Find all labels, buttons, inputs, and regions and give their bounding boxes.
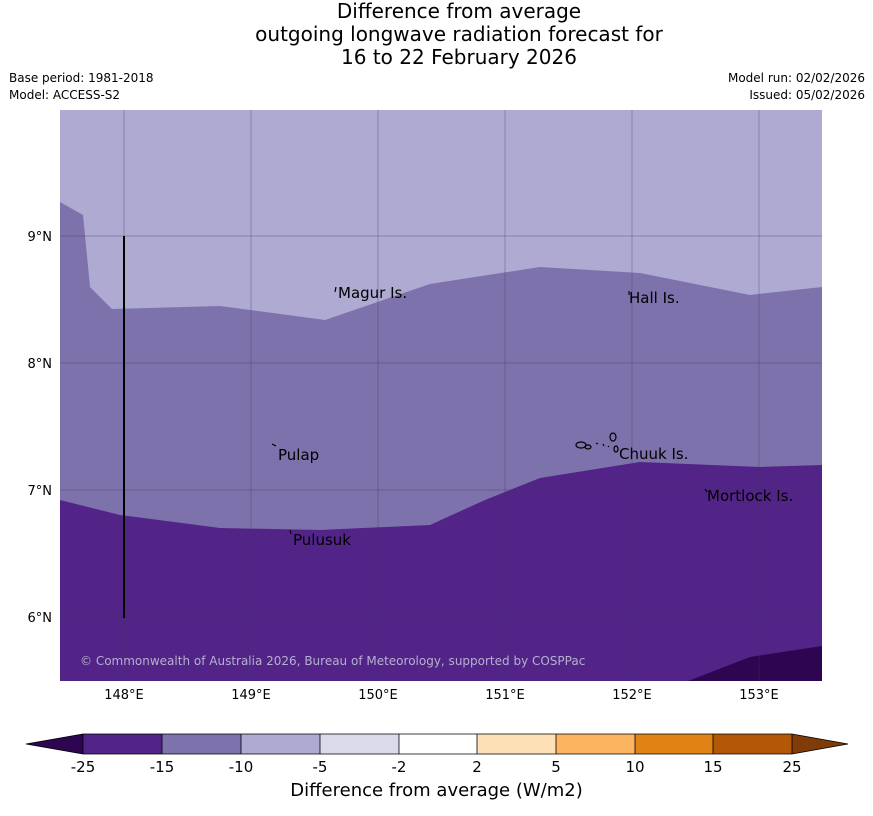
colorbar-segment-minus25 bbox=[83, 734, 162, 754]
lat-label-6n: 6°N bbox=[28, 611, 53, 626]
model-run: Model run: 02/02/2026 bbox=[727, 71, 865, 85]
colorbar-tick-25: 25 bbox=[782, 758, 801, 776]
lon-label-150e: 150°E bbox=[358, 688, 398, 703]
colorbar-segment-5 bbox=[556, 734, 635, 754]
label-chuuk: Chuuk Is. bbox=[619, 445, 688, 463]
colorbar: -25 -15 -10 -5 -2 2 5 10 15 25 bbox=[25, 733, 849, 776]
issued-date: Issued: 05/02/2026 bbox=[749, 88, 865, 102]
colorbar-tick-minus25: -25 bbox=[71, 758, 96, 776]
colorbar-segment-2 bbox=[477, 734, 556, 754]
lat-label-8n: 8°N bbox=[28, 357, 53, 372]
colorbar-segment-15 bbox=[713, 734, 792, 754]
copyright-notice: © Commonwealth of Australia 2026, Bureau… bbox=[80, 654, 585, 668]
lat-label-7n: 7°N bbox=[28, 484, 53, 499]
colorbar-tick-minus5: -5 bbox=[313, 758, 328, 776]
meta-left: Base period: 1981-2018 Model: ACCESS-S2 bbox=[9, 70, 154, 104]
graticule bbox=[60, 110, 822, 681]
island-chuuk-lagoon bbox=[575, 432, 619, 453]
lon-label-151e: 151°E bbox=[485, 688, 525, 703]
colorbar-tick-10: 10 bbox=[625, 758, 644, 776]
colorbar-arrow-high bbox=[792, 734, 848, 754]
label-pulusuk: Pulusuk bbox=[293, 531, 351, 549]
colorbar-segment-minus15 bbox=[162, 734, 241, 754]
base-period: Base period: 1981-2018 bbox=[9, 71, 154, 85]
lon-label-152e: 152°E bbox=[612, 688, 652, 703]
label-hall: Hall Is. bbox=[629, 289, 680, 307]
colorbar-tick-minus2: -2 bbox=[392, 758, 407, 776]
colorbar-tick-minus10: -10 bbox=[229, 758, 254, 776]
model-name: Model: ACCESS-S2 bbox=[9, 88, 121, 102]
lat-label-9n: 9°N bbox=[28, 230, 53, 245]
lon-label-148e: 148°E bbox=[104, 688, 144, 703]
label-pulap: Pulap bbox=[278, 446, 319, 464]
title-line-1: Difference from average bbox=[336, 0, 582, 23]
label-magur: Magur Is. bbox=[338, 284, 407, 302]
lon-label-153e: 153°E bbox=[739, 688, 779, 703]
map-title: Difference from average outgoing longwav… bbox=[0, 0, 873, 69]
colorbar-tick-15: 15 bbox=[703, 758, 722, 776]
islands bbox=[271, 286, 708, 535]
island-pulusuk bbox=[289, 529, 292, 535]
colorbar-segment-minus5 bbox=[320, 734, 399, 754]
island-mortlock bbox=[704, 488, 708, 493]
label-mortlock: Mortlock Is. bbox=[707, 487, 793, 505]
band-minus25-minus15 bbox=[60, 462, 822, 681]
colorbar-tick-5: 5 bbox=[551, 758, 561, 776]
title-line-3: 16 to 22 February 2026 bbox=[341, 45, 577, 69]
band-below-minus25 bbox=[688, 646, 822, 681]
colorbar-segment-minus10 bbox=[241, 734, 320, 754]
title-line-2: outgoing longwave radiation forecast for bbox=[255, 22, 663, 46]
island-pulap bbox=[271, 443, 277, 447]
colorbar-segment-minus2 bbox=[399, 734, 477, 754]
colorbar-arrow-low bbox=[26, 734, 83, 754]
colorbar-segment-10 bbox=[635, 734, 713, 754]
map-panel: Magur Is. Hall Is. Pulap Chuuk Is. Mortl… bbox=[60, 110, 822, 681]
meta-right: Model run: 02/02/2026 Issued: 05/02/2026 bbox=[728, 70, 865, 104]
colorbar-tick-minus15: -15 bbox=[150, 758, 175, 776]
lon-label-149e: 149°E bbox=[231, 688, 271, 703]
colorbar-tick-2: 2 bbox=[472, 758, 482, 776]
colorbar-title: Difference from average (W/m2) bbox=[290, 780, 583, 801]
island-magur bbox=[334, 286, 337, 293]
